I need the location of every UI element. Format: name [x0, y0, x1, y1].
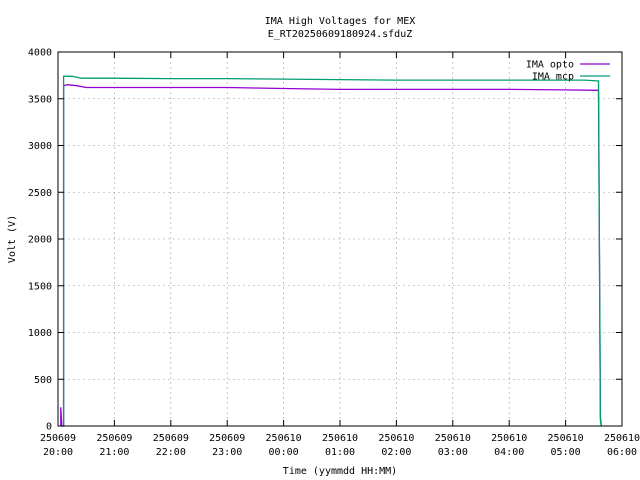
y-tick-label: 4000 — [28, 48, 52, 59]
x-tick-time-label: 20:00 — [43, 447, 73, 458]
x-tick-date-label: 250609 — [209, 433, 245, 444]
x-tick-time-label: 01:00 — [325, 447, 355, 458]
x-tick-date-label: 250609 — [153, 433, 189, 444]
y-tick-label: 3000 — [28, 141, 52, 152]
chart-title-line2: E_RT20250609180924.sfduZ — [268, 29, 413, 40]
x-tick-date-label: 250610 — [266, 433, 302, 444]
y-axis: 0 500 1000 1500 2000 2500 3000 3500 4000 — [28, 48, 622, 433]
y-tick-label: 2000 — [28, 235, 52, 246]
x-tick-time-label: 00:00 — [269, 447, 299, 458]
y-tick-label: 500 — [34, 375, 52, 386]
x-tick-time-label: 06:00 — [607, 447, 637, 458]
x-tick-date-label: 250610 — [435, 433, 471, 444]
x-tick-date-label: 250610 — [322, 433, 358, 444]
legend-label: IMA mcp — [532, 72, 574, 83]
y-tick-label: 1000 — [28, 328, 52, 339]
y-tick-label: 0 — [46, 422, 52, 433]
x-tick-time-label: 21:00 — [99, 447, 129, 458]
x-tick-date-label: 250609 — [96, 433, 132, 444]
x-tick-time-label: 23:00 — [212, 447, 242, 458]
x-tick-date-label: 250610 — [491, 433, 527, 444]
chart-title-line1: IMA High Voltages for MEX — [265, 16, 416, 27]
x-tick-date-label: 250610 — [604, 433, 640, 444]
series-line-ima-opto — [60, 84, 602, 427]
x-axis: 250609 20:00 250609 21:00 250609 22:00 250609 2… — [40, 52, 640, 458]
x-tick-date-label: 250610 — [548, 433, 584, 444]
x-tick-time-label: 05:00 — [551, 447, 581, 458]
y-tick-label: 1500 — [28, 281, 52, 292]
legend-label: IMA opto — [526, 60, 574, 71]
series-line-ima-mcp — [60, 75, 602, 427]
x-tick-date-label: 250609 — [40, 433, 76, 444]
series-layer — [60, 75, 602, 427]
y-axis-label: Volt (V) — [7, 215, 18, 263]
x-axis-label: Time (yymmdd HH:MM) — [283, 466, 397, 477]
x-tick-date-label: 250610 — [378, 433, 414, 444]
x-tick-time-label: 03:00 — [438, 447, 468, 458]
grid-lines — [58, 52, 622, 426]
y-tick-label: 3500 — [28, 94, 52, 105]
y-tick-label: 2500 — [28, 188, 52, 199]
x-tick-time-label: 02:00 — [381, 447, 411, 458]
x-tick-time-label: 22:00 — [156, 447, 186, 458]
x-tick-time-label: 04:00 — [494, 447, 524, 458]
